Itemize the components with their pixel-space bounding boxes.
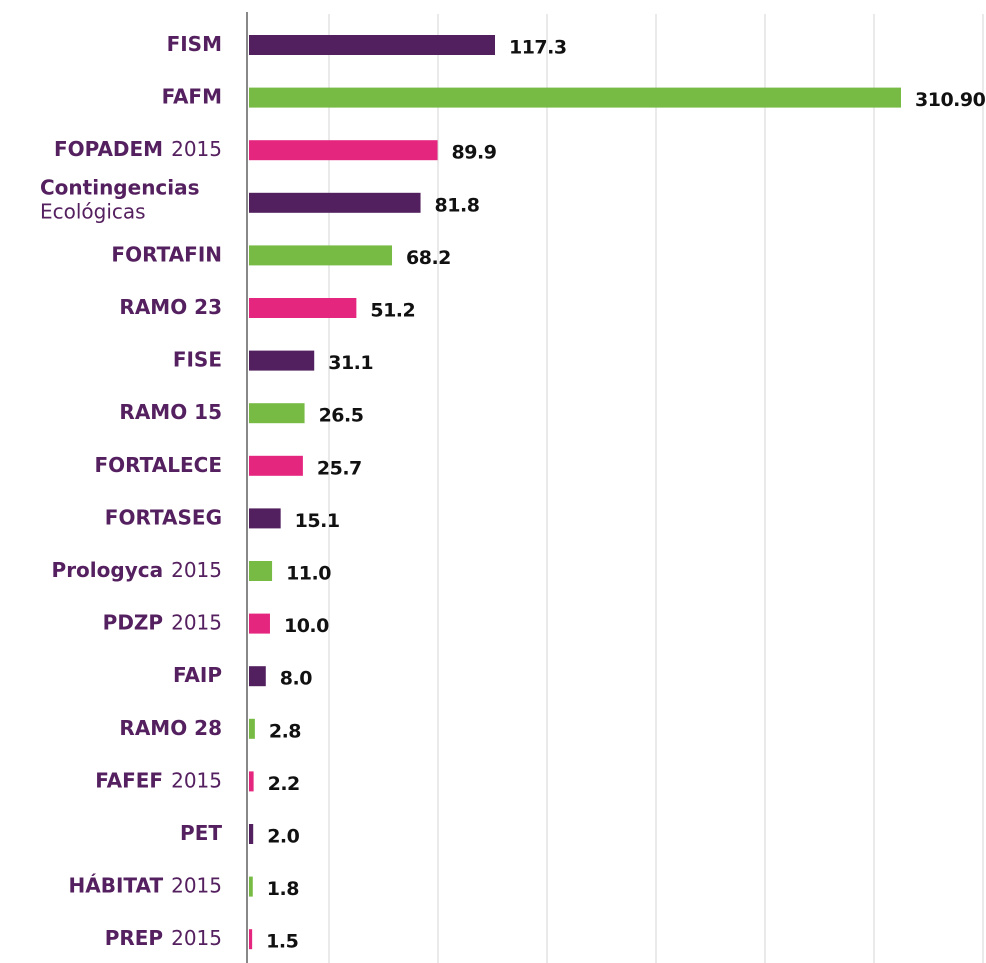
category-name: FAFEF: [95, 768, 163, 792]
value-label: 51.2: [370, 300, 415, 322]
category-suffix: 2015: [171, 610, 222, 634]
value-label: 1.5: [266, 931, 298, 953]
value-label: 2.0: [267, 826, 299, 848]
value-label: 26.5: [319, 405, 364, 427]
bar: [249, 350, 315, 371]
value-label: 1.8: [267, 878, 299, 900]
category-name: HÁBITAT: [69, 873, 164, 897]
value-label: 2.2: [268, 773, 300, 795]
category-suffix: 2015: [171, 558, 222, 582]
value-label: 2.8: [269, 720, 301, 742]
category-name: FORTAFIN: [111, 242, 222, 266]
category-label: PET: [180, 821, 222, 845]
bar: [249, 35, 495, 55]
category-name: FISM: [167, 32, 222, 56]
value-label: 31.1: [328, 352, 373, 374]
bar: [249, 929, 253, 950]
category-suffix: 2015: [171, 768, 222, 792]
category-label: Prologyca 2015: [52, 558, 222, 582]
category-name: FOPADEM: [54, 137, 163, 161]
category-label: RAMO 28: [119, 715, 222, 739]
category-name: RAMO 28: [119, 715, 222, 739]
category-label: FAFM: [162, 84, 222, 108]
value-label: 10.0: [284, 615, 329, 637]
bar: [249, 298, 357, 318]
category-label-line2: Ecológicas: [40, 199, 146, 223]
category-label: FOPADEM 2015: [54, 137, 222, 161]
category-label: RAMO 15: [119, 400, 222, 424]
value-label: 8.0: [280, 668, 312, 690]
category-name: FORTALECE: [95, 452, 222, 476]
category-name: PDZP: [103, 610, 163, 634]
bar: [249, 403, 305, 424]
category-label: FORTAFIN: [111, 242, 222, 266]
value-label: 81.8: [435, 194, 480, 216]
bar: [249, 561, 273, 581]
bar: [249, 824, 254, 844]
category-label: PDZP 2015: [103, 610, 222, 634]
value-label: 117.3: [509, 37, 567, 59]
category-label: Contingencias: [40, 175, 200, 199]
category-label: FORTALECE: [95, 452, 222, 476]
category-label: FAFEF 2015: [95, 768, 222, 792]
category-suffix: 2015: [171, 926, 222, 950]
bar: [249, 140, 438, 161]
bar: [249, 613, 270, 634]
bar: [249, 245, 393, 266]
bar: [249, 87, 902, 108]
category-name: PET: [180, 821, 222, 845]
category-name: FAIP: [173, 663, 222, 687]
value-label: 25.7: [317, 457, 362, 479]
category-name: FISE: [173, 347, 222, 371]
category-name: PREP: [105, 926, 163, 950]
category-name: RAMO 23: [119, 295, 222, 319]
grid: [328, 14, 984, 963]
value-label: 11.0: [286, 563, 331, 585]
bar: [249, 455, 303, 476]
category-name: FORTASEG: [105, 505, 222, 529]
category-suffix: 2015: [171, 137, 222, 161]
value-label: 15.1: [295, 510, 340, 532]
category-label: FAIP: [173, 663, 222, 687]
category-label: HÁBITAT 2015: [69, 873, 222, 897]
value-label: 68.2: [406, 247, 451, 269]
category-name: Prologyca: [52, 558, 164, 582]
category-label: RAMO 23: [119, 295, 222, 319]
bar: [249, 876, 253, 897]
value-label: 89.9: [452, 142, 497, 164]
category-suffix: 2015: [171, 873, 222, 897]
bar: [249, 192, 421, 213]
category-name: RAMO 15: [119, 400, 222, 424]
category-label: FISE: [173, 347, 222, 371]
category-name: FAFM: [162, 84, 222, 108]
bar: [249, 666, 266, 687]
category-label: PREP 2015: [105, 926, 222, 950]
value-label: 310.90: [915, 89, 986, 111]
bar: [249, 508, 281, 529]
bar: [249, 771, 254, 792]
bar: [249, 718, 255, 739]
category-label: FISM: [167, 32, 222, 56]
category-label: FORTASEG: [105, 505, 222, 529]
